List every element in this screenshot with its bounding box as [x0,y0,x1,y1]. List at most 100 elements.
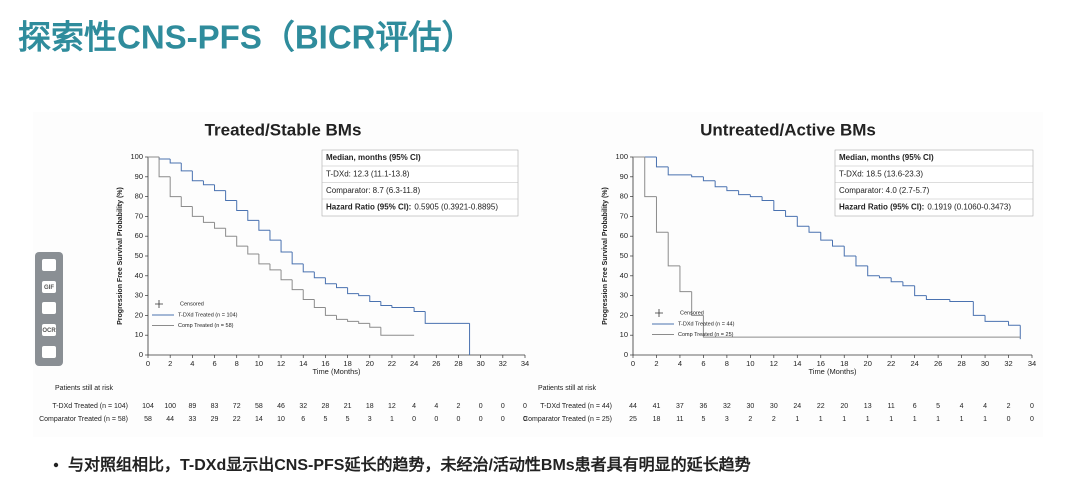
km-step [247,246,259,255]
x-tick-label: 22 [388,359,396,368]
x-tick-label: 32 [1004,359,1012,368]
at-risk-count: 83 [211,403,219,410]
toolbar-button[interactable] [42,259,56,271]
km-step [914,285,927,297]
chart-title: Treated/Stable BMs [205,120,362,139]
km-step [380,327,415,336]
at-risk-count: 0 [1030,416,1034,423]
x-tick-label: 20 [366,359,374,368]
at-risk-title: Patients still at risk [55,385,113,392]
x-tick-label: 4 [678,359,682,368]
at-risk-name: Comparator Treated (n = 25) [523,416,612,423]
bullet-text: 与对照组相比，T-DXd显示出CNS-PFS延长的趋势，未经治/活动性BMs患者… [68,455,751,474]
km-step [667,166,692,176]
at-risk-count: 5 [346,416,350,423]
km-step [180,196,193,207]
toolbar-button[interactable] [42,346,56,358]
x-tick-label: 10 [746,359,754,368]
at-risk-count: 3 [368,416,372,423]
hr-value: 0.5905 (0.3921-0.8895) [414,203,498,212]
stats-row: T-DXd: 12.3 (11.1-13.8) [326,170,410,179]
x-tick-label: 6 [212,359,216,368]
x-axis-label: Time (Months) [312,367,361,376]
at-risk-count: 3 [725,416,729,423]
at-risk-count: 32 [299,403,307,410]
toolbar-button[interactable] [42,324,56,336]
at-risk-count: 4 [960,403,964,410]
at-risk-count: 0 [523,416,527,423]
km-step [714,180,727,188]
km-curve [148,156,415,336]
x-tick-label: 12 [277,359,285,368]
y-tick-label: 0 [139,350,143,359]
at-risk-count: 4 [434,403,438,410]
at-risk-count: 1 [913,416,917,423]
y-axis-label: Progression Free Survival Probability (%… [602,187,609,325]
x-tick-label: 16 [321,359,329,368]
km-step [691,174,704,178]
at-risk-count: 46 [277,403,285,410]
km-step [369,323,381,328]
at-risk-count: 25 [629,416,637,423]
km-step [280,269,293,281]
hr-value: 0.1919 (0.1060-0.3473) [927,203,1011,212]
toolbar-button[interactable] [42,281,56,293]
at-risk-count: 0 [1007,416,1011,423]
at-risk-count: 11 [676,416,683,423]
km-step [702,176,716,182]
km-step [726,186,739,192]
km-step [347,319,359,322]
y-tick-label: 0 [624,350,628,359]
x-tick-label: 28 [454,359,462,368]
at-risk-count: 18 [366,403,374,410]
x-tick-label: 24 [910,359,918,368]
at-risk-count: 0 [1030,403,1034,410]
toolbar-button[interactable] [42,302,56,314]
stats-row: T-DXd: 18.5 (13.6-23.3) [839,170,923,179]
at-risk-count: 12 [388,403,396,410]
y-tick-label: 60 [620,231,628,240]
at-risk-name: Comparator Treated (n = 58) [39,416,128,423]
at-risk-count: 1 [889,416,893,423]
km-step [667,232,680,267]
km-step [236,200,248,211]
x-tick-label: 2 [654,359,658,368]
y-axis-label: Progression Free Survival Probability (%… [117,187,124,325]
legend-label: T-DXd Treated (n = 104) [178,312,238,318]
at-risk-count: 11 [888,403,895,410]
stats-header: Median, months (95% CI) [326,153,421,162]
toolbar-label: GIF [44,285,54,291]
at-risk-count: 0 [523,403,527,410]
km-step [644,157,657,198]
at-risk-count: 24 [793,403,801,410]
km-step [972,301,986,316]
km-step [291,279,304,291]
at-risk-count: 6 [913,403,917,410]
at-risk-count: 30 [770,403,778,410]
km-step [191,206,204,217]
y-tick-label: 70 [135,211,143,220]
km-step [247,210,259,221]
at-risk-count: 44 [629,403,637,410]
toolbar: GIF OCR [35,252,63,366]
at-risk-count: 21 [344,403,352,410]
y-tick-label: 40 [135,271,143,280]
at-risk-count: 0 [501,416,505,423]
at-risk-count: 5 [936,403,940,410]
y-tick-label: 80 [135,192,143,201]
stats-box [321,149,519,217]
km-step [655,196,669,233]
at-risk-count: 20 [840,403,848,410]
at-risk-count: 1 [390,416,394,423]
km-step [413,307,426,312]
km-step [202,180,215,186]
at-risk-count: 1 [866,416,870,423]
x-tick-label: 30 [476,359,484,368]
at-risk-count: 0 [434,416,438,423]
legend-label: T-DXd Treated (n = 44) [678,321,735,327]
at-risk-count: 41 [653,403,661,410]
x-tick-label: 34 [521,359,529,368]
km-step [380,301,392,306]
x-tick-label: 22 [887,359,895,368]
